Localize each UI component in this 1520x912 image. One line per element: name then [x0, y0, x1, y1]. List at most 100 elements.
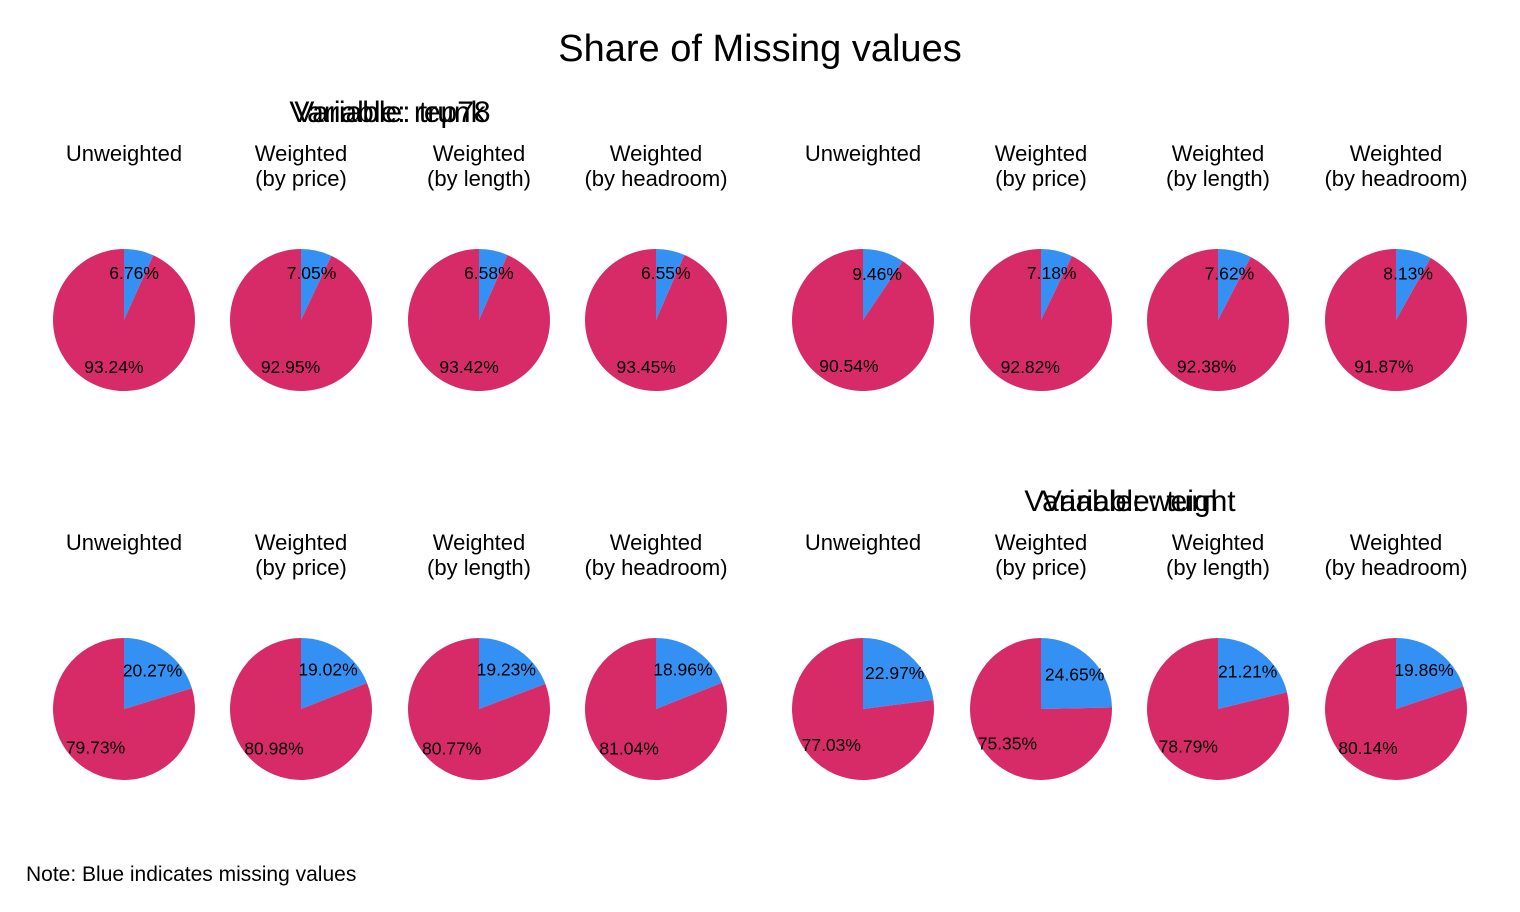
pie: Weighted(by headroom) 6.55% 93.45%	[584, 141, 728, 391]
pie-subtitle: Weighted	[610, 141, 703, 166]
pie-slice-missing	[479, 638, 546, 709]
pie-label-present: 92.38%	[1177, 357, 1236, 377]
pie-slice-missing	[1041, 249, 1072, 320]
group-title: Variable: rep78	[289, 96, 490, 129]
pie-slice-missing	[863, 249, 903, 320]
pie-label-missing: 21.21%	[1218, 661, 1277, 681]
pie-label-missing: 19.86%	[1394, 660, 1453, 680]
pie-slice-missing	[1218, 638, 1287, 709]
pie: Unweighted 22.97% 77.03%	[791, 530, 934, 780]
pie-label-present: 93.42%	[439, 357, 498, 377]
pie-slice-missing	[1396, 638, 1464, 709]
pie-slice-missing	[1041, 638, 1112, 709]
pie: Weighted(by headroom) 19.86% 80.14%	[1324, 530, 1468, 781]
pie-group: Variable: turn Unweighted 22.97% 77.03% Weig…	[791, 485, 1468, 781]
pie: Weighted(by price) 19.02% 80.98%	[230, 530, 373, 780]
pie-subtitle: (by price)	[255, 555, 347, 580]
pie-slice-present	[791, 638, 934, 780]
pie-subtitle: Weighted	[1350, 141, 1443, 166]
pie-label-missing: 9.46%	[852, 264, 902, 284]
group-title: Variable: trunk	[294, 96, 486, 129]
pie-label-missing: 20.27%	[123, 660, 182, 680]
pie-subtitle: Weighted	[610, 530, 703, 555]
chart-note: Note: Blue indicates missing values	[26, 863, 356, 886]
pie-label-missing: 22.97%	[865, 663, 924, 683]
pie-slice-missing	[124, 249, 154, 320]
pie-slice-missing	[656, 249, 685, 320]
pie-slice-present	[969, 638, 1112, 781]
pie-slice-present	[585, 638, 728, 780]
pie: Weighted(by length) 19.23% 80.77%	[407, 530, 550, 781]
pie-subtitle: Unweighted	[805, 141, 921, 166]
pie-label-missing: 7.05%	[287, 263, 337, 283]
pie-subtitle: (by price)	[995, 555, 1087, 580]
pie-label-present: 80.98%	[244, 739, 303, 759]
pie-label-present: 81.04%	[599, 739, 658, 759]
pie-label-missing: 7.18%	[1027, 263, 1077, 283]
pie-slice-present	[1147, 249, 1290, 391]
pie-slice-missing	[1396, 249, 1431, 320]
pie-slice-present	[1324, 638, 1467, 781]
pie-label-present: 93.24%	[84, 357, 143, 377]
pie-slice-missing	[1218, 249, 1251, 320]
pie-subtitle: Weighted	[1172, 141, 1265, 166]
pie-subtitle: Unweighted	[805, 530, 921, 555]
pie-label-present: 80.14%	[1338, 738, 1397, 758]
pie: Unweighted 20.27% 79.73%	[53, 530, 196, 780]
pie: Unweighted 6.76% 93.24%	[52, 141, 195, 391]
pie-group: Variable: weight Unweighted 9.46% 90.54% Wei…	[791, 141, 1468, 518]
pie-label-present: 92.82%	[1001, 357, 1060, 377]
pie: Weighted(by price) 7.05% 92.95%	[230, 141, 373, 391]
pie-slice-missing	[479, 249, 508, 320]
pie-label-present: 77.03%	[802, 735, 861, 755]
pie: Weighted(by price) 7.18% 92.82%	[970, 141, 1113, 392]
pie-subtitle: (by length)	[427, 555, 531, 580]
pie: Weighted(by length) 7.62% 92.38%	[1147, 141, 1290, 391]
pie-slice-missing	[656, 637, 722, 709]
pie-subtitle: Weighted	[1172, 530, 1265, 555]
pie-subtitle: Unweighted	[66, 141, 182, 166]
pie-slice-present	[1147, 638, 1290, 781]
pie-group: Variable: rep78 Unweighted 6.76% 93.24% Weig…	[52, 96, 728, 391]
pie-subtitle: Weighted	[995, 141, 1088, 166]
pie-label-present: 90.54%	[819, 356, 878, 376]
pie-subtitle: (by headroom)	[1324, 166, 1467, 191]
pie-slice-missing	[301, 638, 368, 709]
pie-slice-missing	[301, 249, 332, 320]
pie: Weighted(by length) 21.21% 78.79%	[1147, 530, 1290, 781]
pie-label-missing: 24.65%	[1045, 665, 1104, 685]
pie-subtitle: (by headroom)	[584, 166, 727, 191]
pie-label-missing: 6.58%	[464, 263, 514, 283]
pie-label-present: 91.87%	[1354, 356, 1413, 376]
pie-subtitle: Weighted	[995, 530, 1088, 555]
pie: Weighted(by length) 6.58% 93.42%	[407, 141, 550, 391]
pie-group: Variable: trunk Unweighted 20.27% 79.73% Wei…	[53, 96, 728, 781]
pie-subtitle: (by price)	[995, 166, 1087, 191]
pie-label-missing: 7.62%	[1205, 263, 1255, 283]
pie-subtitle: (by headroom)	[1324, 555, 1467, 580]
pie: Unweighted 9.46% 90.54%	[791, 141, 934, 391]
pie-subtitle: (by length)	[427, 166, 531, 191]
pie-label-present: 92.95%	[261, 357, 320, 377]
pie-subtitle: (by price)	[255, 166, 347, 191]
pie-subtitle: Weighted	[255, 530, 348, 555]
pie-label-missing: 6.76%	[109, 263, 159, 283]
pie-slice-present	[1325, 249, 1468, 391]
pie: Weighted(by headroom) 8.13% 91.87%	[1324, 141, 1468, 391]
pie: Weighted(by headroom) 18.96% 81.04%	[584, 530, 728, 780]
pie-label-missing: 19.02%	[298, 659, 357, 679]
group-title: Variable: weight	[1024, 485, 1236, 518]
pie-groups: Variable: rep78 Unweighted 6.76% 93.24% Weig…	[52, 96, 1468, 781]
pie-subtitle: Weighted	[433, 141, 526, 166]
group-title: Variable: turn	[1042, 485, 1218, 518]
pie-subtitle: (by length)	[1166, 166, 1270, 191]
pie-slice-present	[407, 249, 550, 391]
pie-label-missing: 8.13%	[1383, 264, 1433, 284]
pie-subtitle: Weighted	[1350, 530, 1443, 555]
chart-title: Share of Missing values	[558, 28, 961, 70]
pie-label-present: 80.77%	[422, 739, 481, 759]
pie-label-missing: 6.55%	[641, 263, 691, 283]
pie-slice-present	[407, 638, 550, 781]
pie-slice-present	[791, 248, 934, 391]
